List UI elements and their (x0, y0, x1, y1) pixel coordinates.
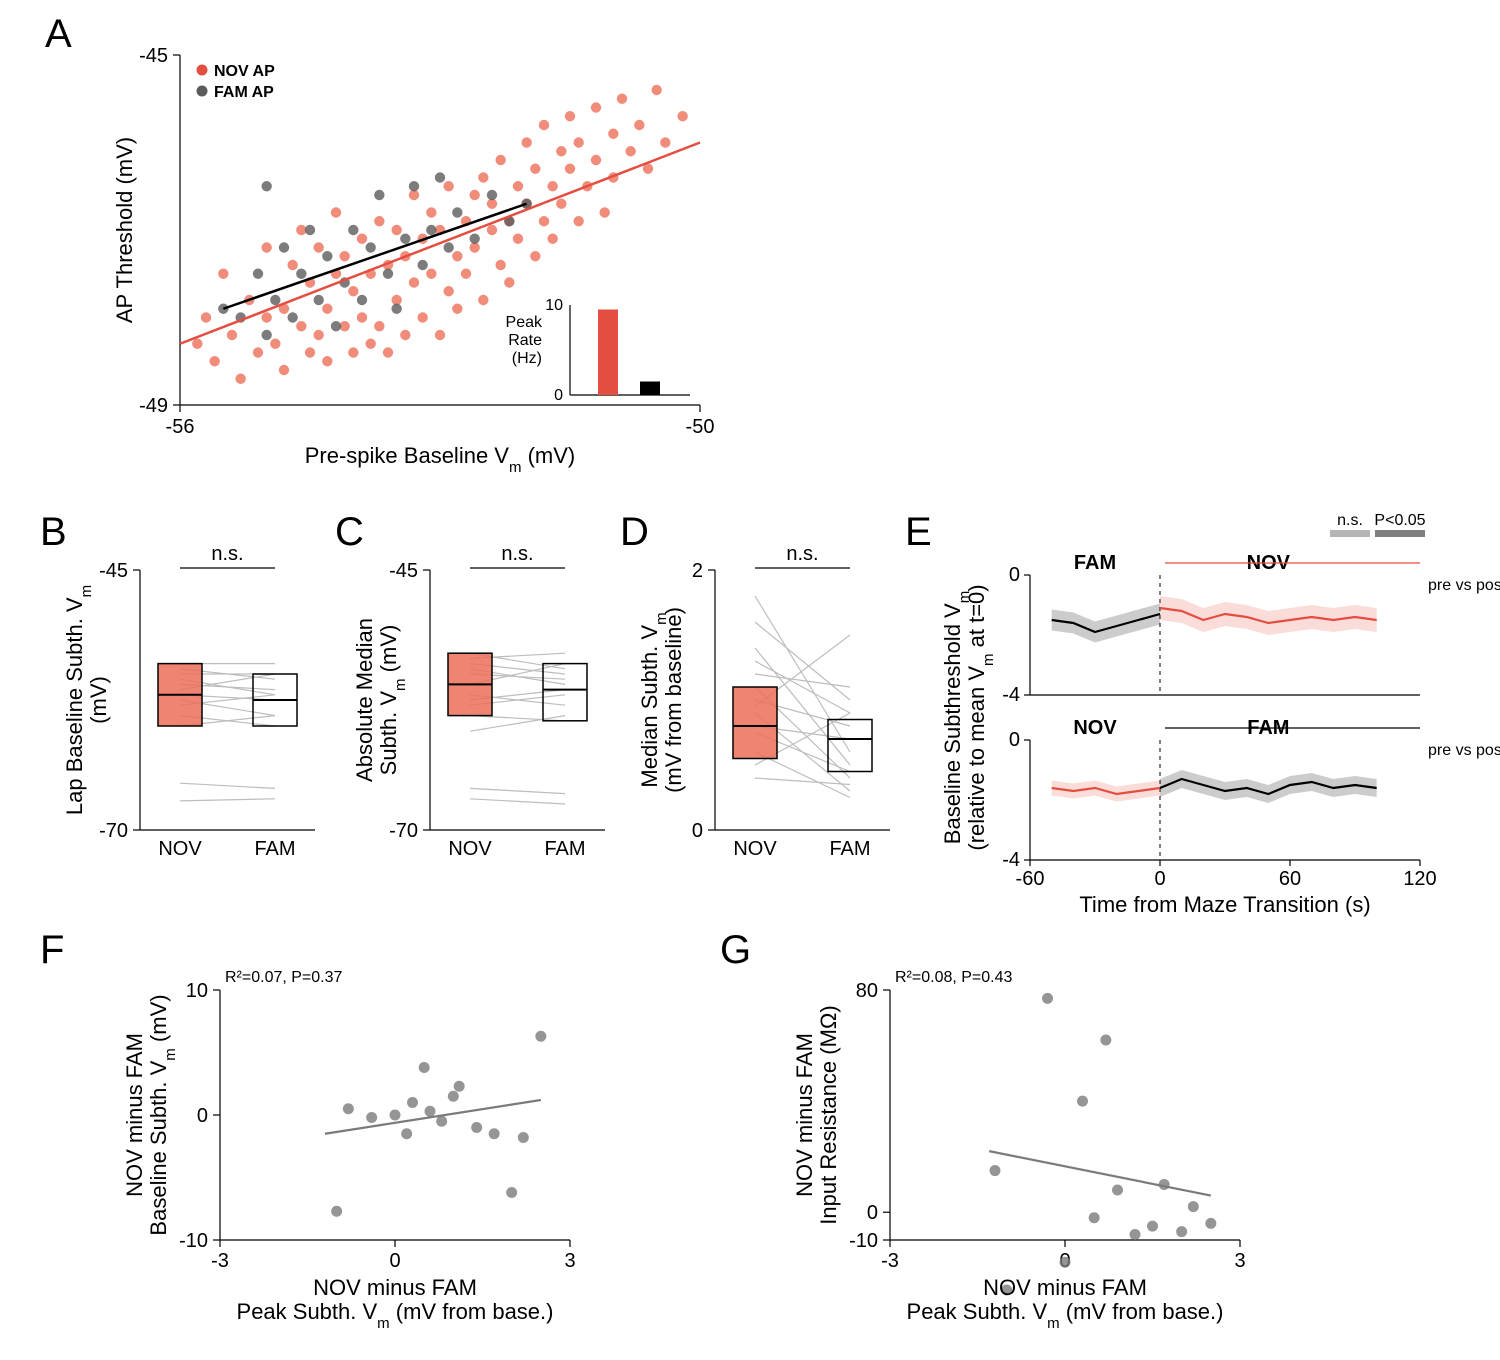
svg-text:FAM: FAM (544, 838, 585, 860)
svg-text:0: 0 (1009, 729, 1020, 751)
svg-text:R²=0.08, P=0.43: R²=0.08, P=0.43 (895, 969, 1013, 986)
figure-root: { "colors": { "nov": "#e44e40", "nov_fil… (0, 0, 1500, 1360)
panel-letter-f: F (40, 928, 64, 973)
panel-letter-g: G (720, 928, 751, 973)
svg-text:FAM: FAM (254, 838, 295, 860)
svg-text:n.s.: n.s. (1337, 512, 1363, 529)
svg-text:AP Threshold (mV): AP Threshold (mV) (112, 137, 137, 323)
svg-text:NOV minus FAMPeak Subth. Vm (m: NOV minus FAMPeak Subth. Vm (mV from bas… (237, 1275, 554, 1332)
svg-text:NOV AP: NOV AP (214, 63, 275, 80)
svg-text:NOV: NOV (1073, 717, 1117, 739)
svg-text:NOV minus FAMPeak Subth. Vm (m: NOV minus FAMPeak Subth. Vm (mV from bas… (907, 1275, 1224, 1332)
svg-text:-10: -10 (179, 1230, 208, 1252)
svg-text:0: 0 (197, 1105, 208, 1127)
svg-text:n.s.: n.s. (786, 543, 818, 565)
svg-text:NOV minus FAMInput Resistance: NOV minus FAMInput Resistance (MΩ) (792, 1005, 841, 1224)
svg-text:NOV: NOV (448, 838, 492, 860)
svg-text:Pre-spike Baseline Vm (mV): Pre-spike Baseline Vm (mV) (305, 443, 575, 476)
svg-text:FAM AP: FAM AP (214, 84, 274, 101)
panel-f: -3 0 3 -10 0 10 R²=0.07, P=0.37 NOV minus FAMPe… (100, 950, 680, 1350)
svg-text:Absolute MedianSubth. Vm (mV): Absolute MedianSubth. Vm (mV) (352, 618, 409, 782)
svg-text:R²=0.07, P=0.37: R²=0.07, P=0.37 (225, 969, 343, 986)
svg-text:Rate: Rate (508, 332, 542, 349)
svg-text:-3: -3 (881, 1250, 899, 1272)
svg-text:Peak: Peak (506, 314, 543, 331)
svg-text:(Hz): (Hz) (512, 350, 542, 367)
svg-text:FAM: FAM (829, 838, 870, 860)
svg-text:FAM: FAM (1074, 552, 1116, 574)
svg-text:-4: -4 (1002, 684, 1020, 706)
svg-text:P<0.05: P<0.05 (1374, 512, 1425, 529)
svg-text:-45: -45 (389, 560, 418, 582)
svg-text:Lap Baseline Subth. Vm(mV): Lap Baseline Subth. Vm(mV) (62, 585, 111, 815)
svg-text:0: 0 (1154, 868, 1165, 890)
svg-text:80: 80 (856, 980, 878, 1002)
svg-text:Time from Maze Transition (s): Time from Maze Transition (s) (1079, 892, 1370, 917)
svg-text:pre vs post trans.: pre vs post trans. (1428, 577, 1500, 594)
svg-text:-70: -70 (99, 820, 128, 842)
svg-text:0: 0 (389, 1250, 400, 1272)
svg-text:Median Subth. Vm(mV from basel: Median Subth. Vm(mV from baseline) (637, 607, 686, 793)
svg-text:-3: -3 (211, 1250, 229, 1272)
panel-d: 0 2 NOV FAM n.s. Median Subth. Vm(mV from bas… (630, 530, 910, 910)
svg-text:0: 0 (554, 387, 563, 404)
svg-text:NOV minus FAMBaseline Subth. V: NOV minus FAMBaseline Subth. Vm (mV) (122, 994, 179, 1235)
svg-text:-70: -70 (389, 820, 418, 842)
svg-text:2: 2 (692, 560, 703, 582)
svg-text:n.s.: n.s. (211, 543, 243, 565)
svg-text:pre vs post trans.: pre vs post trans. (1428, 742, 1500, 759)
panel-a: -56 -50 -49 -45 Pre-spike Baseline Vm (mV) AP… (110, 25, 750, 485)
svg-text:10: 10 (186, 980, 208, 1002)
svg-text:NOV: NOV (733, 838, 777, 860)
svg-text:NOV: NOV (158, 838, 202, 860)
svg-text:0: 0 (692, 820, 703, 842)
svg-text:120: 120 (1403, 868, 1436, 890)
panel-e: -40FAMNOVpre vs post trans.-40NOVFAMpre … (925, 520, 1485, 920)
svg-text:-50: -50 (686, 416, 715, 438)
svg-text:0: 0 (867, 1202, 878, 1224)
svg-text:n.s.: n.s. (501, 543, 533, 565)
panel-c: -70 -45 NOV FAM n.s. Absolute MedianSubth. Vm… (345, 530, 625, 910)
svg-text:-56: -56 (166, 416, 195, 438)
svg-text:Baseline Subthreshold Vm(relat: Baseline Subthreshold Vm(relative to mea… (940, 584, 997, 850)
panel-b: -70 -45 NOV FAM n.s. Lap Baseline Subth. Vm(m… (55, 530, 335, 910)
svg-text:0: 0 (1009, 564, 1020, 586)
svg-text:3: 3 (564, 1250, 575, 1272)
panel-g: -303-10080R²=0.08, P=0.43NOV minus FAMPe… (770, 950, 1350, 1350)
panel-letter-a: A (45, 12, 72, 57)
svg-text:-60: -60 (1016, 868, 1045, 890)
svg-text:10: 10 (545, 297, 563, 314)
svg-text:3: 3 (1234, 1250, 1245, 1272)
svg-text:60: 60 (1279, 868, 1301, 890)
svg-text:-45: -45 (139, 45, 168, 67)
svg-text:-49: -49 (139, 395, 168, 417)
svg-text:-45: -45 (99, 560, 128, 582)
svg-text:-10: -10 (849, 1230, 878, 1252)
